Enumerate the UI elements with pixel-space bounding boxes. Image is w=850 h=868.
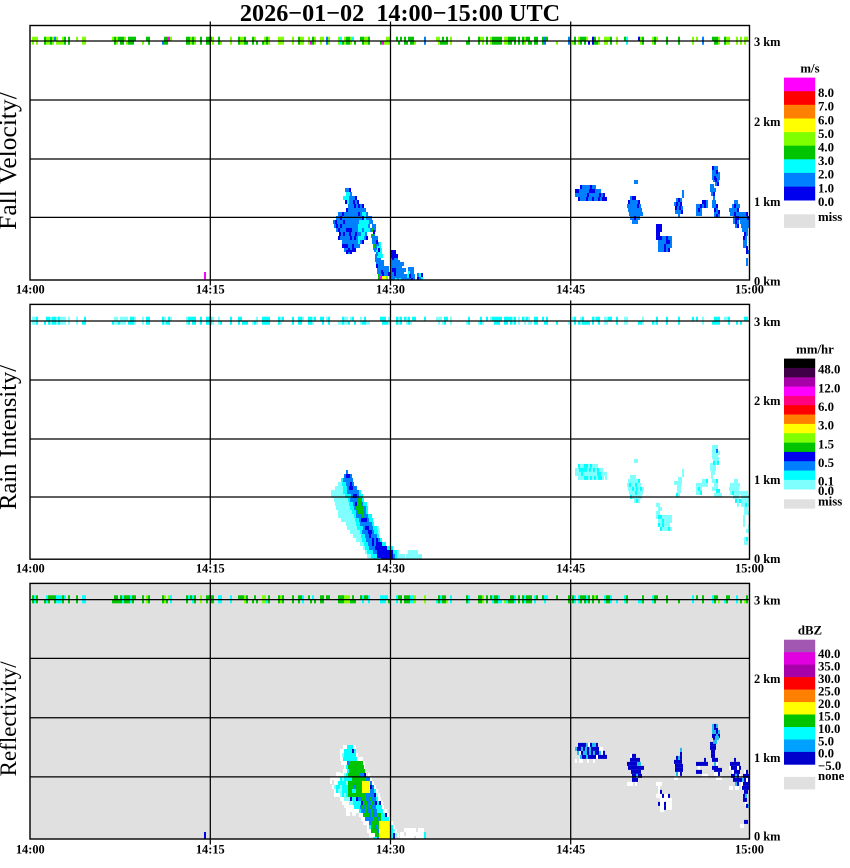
svg-text:14:00: 14:00	[16, 562, 45, 576]
svg-text:dBZ: dBZ	[798, 624, 822, 638]
svg-text:14:15: 14:15	[196, 282, 225, 296]
svg-text:14:45: 14:45	[556, 843, 585, 857]
svg-text:6.0: 6.0	[818, 113, 834, 127]
svg-text:3 km: 3 km	[754, 594, 781, 608]
svg-text:14:30: 14:30	[376, 562, 405, 576]
svg-text:5.0: 5.0	[818, 734, 834, 748]
svg-text:15:00: 15:00	[735, 282, 764, 296]
svg-text:7.0: 7.0	[818, 100, 834, 114]
svg-text:1 km: 1 km	[754, 751, 781, 765]
svg-text:none: none	[818, 769, 845, 783]
svg-text:Fall Velocity/: Fall Velocity/	[0, 91, 22, 230]
svg-text:1 km: 1 km	[754, 195, 781, 209]
svg-text:Reflectivity/: Reflectivity/	[0, 661, 21, 777]
svg-text:40.0: 40.0	[818, 647, 840, 661]
svg-text:14:45: 14:45	[556, 282, 585, 296]
svg-text:14:00: 14:00	[16, 282, 45, 296]
svg-text:3 km: 3 km	[754, 35, 781, 49]
svg-text:10.0: 10.0	[818, 722, 840, 736]
svg-text:0.5: 0.5	[818, 456, 834, 470]
svg-text:5.0: 5.0	[818, 127, 834, 141]
svg-text:14:00: 14:00	[16, 843, 45, 857]
svg-text:14:30: 14:30	[376, 282, 405, 296]
svg-text:2 km: 2 km	[754, 672, 781, 686]
svg-text:2 km: 2 km	[754, 394, 781, 408]
svg-text:Rain Intensity/: Rain Intensity/	[0, 365, 22, 510]
svg-text:20.0: 20.0	[818, 697, 840, 711]
svg-text:0.0: 0.0	[818, 747, 834, 761]
svg-text:8.0: 8.0	[818, 86, 834, 100]
svg-text:3 km: 3 km	[754, 315, 781, 329]
svg-text:30.0: 30.0	[818, 672, 840, 686]
svg-text:m/s: m/s	[800, 62, 819, 76]
svg-text:0.1: 0.1	[818, 475, 834, 489]
svg-text:0 km: 0 km	[754, 275, 781, 289]
svg-text:0.0: 0.0	[818, 484, 834, 498]
svg-text:35.0: 35.0	[818, 659, 840, 673]
svg-text:14:15: 14:15	[196, 843, 225, 857]
svg-text:1.5: 1.5	[818, 437, 834, 451]
svg-text:15:00: 15:00	[735, 843, 764, 857]
svg-text:14:15: 14:15	[196, 562, 225, 576]
svg-text:2 km: 2 km	[754, 115, 781, 129]
svg-text:48.0: 48.0	[818, 363, 840, 377]
svg-text:1.0: 1.0	[818, 181, 834, 195]
svg-text:−5.0: −5.0	[818, 759, 841, 773]
svg-text:3.0: 3.0	[818, 154, 834, 168]
svg-text:1 km: 1 km	[754, 473, 781, 487]
svg-text:mm/hr: mm/hr	[796, 343, 834, 357]
svg-text:6.0: 6.0	[818, 400, 834, 414]
svg-text:2026−01−02 14:00−15:00 UTC: 2026−01−02 14:00−15:00 UTC	[240, 0, 560, 27]
svg-text:3.0: 3.0	[818, 419, 834, 433]
svg-text:2.0: 2.0	[818, 168, 834, 182]
svg-text:14:45: 14:45	[556, 562, 585, 576]
svg-text:0 km: 0 km	[754, 552, 781, 566]
svg-text:15:00: 15:00	[735, 562, 764, 576]
svg-text:12.0: 12.0	[818, 381, 840, 395]
svg-text:25.0: 25.0	[818, 684, 840, 698]
svg-text:0 km: 0 km	[754, 829, 781, 843]
svg-text:14:30: 14:30	[376, 843, 405, 857]
svg-text:miss: miss	[818, 495, 842, 509]
svg-text:4.0: 4.0	[818, 141, 834, 155]
svg-text:miss: miss	[818, 210, 842, 224]
svg-text:15.0: 15.0	[818, 709, 840, 723]
svg-text:0.0: 0.0	[818, 195, 834, 209]
